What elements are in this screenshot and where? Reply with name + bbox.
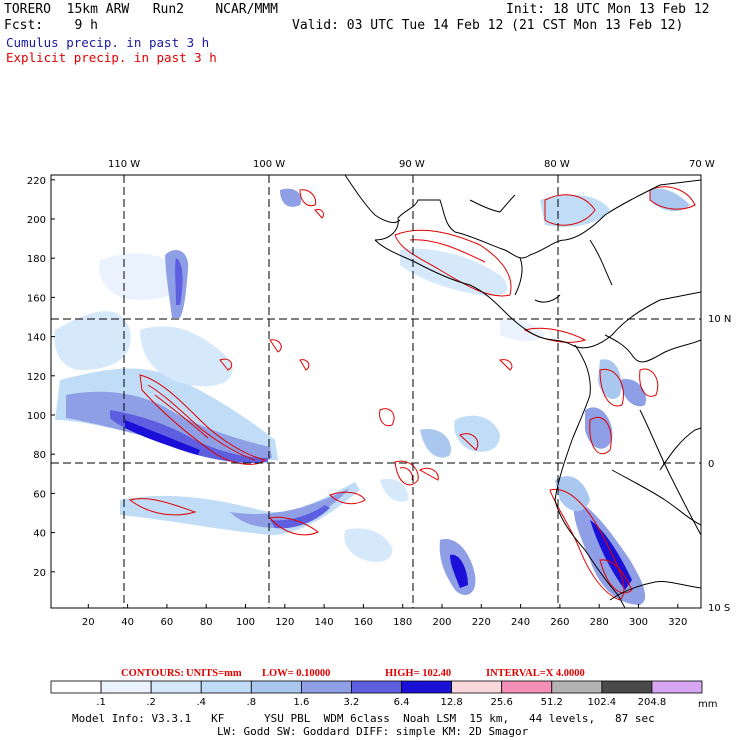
lat-label: 0 xyxy=(708,459,714,470)
x-tick-label: 280 xyxy=(590,617,609,628)
colorbar-label: 204.8 xyxy=(638,697,667,708)
contour-units: UNITS=mm xyxy=(186,668,242,679)
colorbar-unit: mm xyxy=(698,699,717,710)
axis-ticks: 220 200 180 160 140 120 100 80 60 40 20 20 40 60 80 100… xyxy=(27,176,687,628)
model-title: TORERO 15km ARW Run2 NCAR/MMM xyxy=(4,2,278,17)
explicit-legend-label: Explicit precip. in past 3 h xyxy=(6,50,217,65)
colorbar-swatch xyxy=(50,680,102,694)
colorbar-label: 12.8 xyxy=(440,697,462,708)
colorbar-swatch xyxy=(100,680,152,694)
cumulus-legend-label: Cumulus precip. in past 3 h xyxy=(6,35,210,50)
x-tick-label: 300 xyxy=(629,617,648,628)
y-tick-label: 160 xyxy=(27,293,46,304)
colorbar-label: 51.2 xyxy=(541,697,563,708)
lon-label: 90 W xyxy=(399,159,425,170)
contour-interval: INTERVAL=X 4.0000 xyxy=(486,668,585,679)
y-tick-label: 80 xyxy=(33,450,46,461)
map-frame xyxy=(50,174,702,609)
y-tick-label: 60 xyxy=(33,489,46,500)
model-info: Model Info: V3.3.1 KF YSU PBL WDM 6class… xyxy=(72,712,655,725)
x-tick-label: 160 xyxy=(354,617,373,628)
colorbar-label: 3.2 xyxy=(344,697,360,708)
colorbar-swatch xyxy=(200,680,252,694)
y-tick-label: 40 xyxy=(33,529,46,540)
forecast-hour: Fcst: 9 h xyxy=(4,18,98,33)
x-tick-label: 200 xyxy=(432,617,451,628)
y-tick-label: 20 xyxy=(33,568,46,579)
y-tick-label: 200 xyxy=(27,215,46,226)
colorbar-swatch xyxy=(501,680,553,694)
colorbar: .1 .2 .4 .8 1.6 3.2 6.4 12.8 25.6 51.2 102.4 204.8 xyxy=(50,680,703,708)
colorbar-swatch xyxy=(351,680,402,694)
x-tick-label: 40 xyxy=(121,617,134,628)
colorbar-label: .1 xyxy=(96,697,106,708)
lon-label: 70 W xyxy=(689,159,715,170)
x-tick-label: 80 xyxy=(200,617,213,628)
x-tick-label: 60 xyxy=(161,617,174,628)
lat-lon-grid xyxy=(51,175,701,608)
colorbar-swatch xyxy=(250,680,302,694)
y-tick-label: 120 xyxy=(27,372,46,383)
x-tick-label: 20 xyxy=(82,617,95,628)
colorbar-swatch xyxy=(601,680,653,694)
colorbar-label: 1.6 xyxy=(293,697,309,708)
colorbar-swatch xyxy=(150,680,202,694)
colorbar-swatch xyxy=(651,680,703,694)
y-tick-label: 140 xyxy=(27,333,46,344)
x-tick-label: 120 xyxy=(275,617,294,628)
colorbar-label: .2 xyxy=(146,697,156,708)
colorbar-label: .4 xyxy=(196,697,206,708)
colorbar-label: 102.4 xyxy=(588,697,617,708)
x-tick-label: 220 xyxy=(472,617,491,628)
explicit-precip-contours xyxy=(128,186,696,601)
colorbar-swatch xyxy=(401,680,453,694)
x-tick-label: 180 xyxy=(393,617,412,628)
colorbar-swatch xyxy=(551,680,603,694)
x-tick-label: 260 xyxy=(550,617,569,628)
cumulus-precip-shading xyxy=(54,188,690,605)
lon-label: 80 W xyxy=(544,159,570,170)
lat-label: 10 S xyxy=(708,603,730,614)
y-tick-label: 180 xyxy=(27,254,46,265)
colorbar-label: 6.4 xyxy=(394,697,410,708)
y-tick-label: 220 xyxy=(27,176,46,187)
physics-info: LW: Godd SW: Goddard DIFF: simple KM: 2D… xyxy=(217,725,529,738)
valid-time: Valid: 03 UTC Tue 14 Feb 12 (21 CST Mon … xyxy=(292,18,684,33)
lon-label: 110 W xyxy=(108,159,140,170)
colorbar-label: 25.6 xyxy=(491,697,513,708)
colorbar-swatch xyxy=(451,680,503,694)
lat-label: 10 N xyxy=(708,314,731,325)
colorbar-label: .8 xyxy=(247,697,257,708)
lon-label: 100 W xyxy=(253,159,285,170)
contour-low: LOW= 0.10000 xyxy=(262,668,330,679)
init-time: Init: 18 UTC Mon 13 Feb 12 xyxy=(506,2,710,17)
contour-prefix: CONTOURS: xyxy=(121,668,184,679)
x-tick-label: 240 xyxy=(511,617,530,628)
x-tick-label: 100 xyxy=(236,617,255,628)
y-tick-label: 100 xyxy=(27,411,46,422)
x-tick-label: 320 xyxy=(668,617,687,628)
x-tick-label: 140 xyxy=(315,617,334,628)
colorbar-swatch xyxy=(300,680,352,694)
coastlines xyxy=(344,175,701,608)
contour-high: HIGH= 102.40 xyxy=(385,668,451,679)
